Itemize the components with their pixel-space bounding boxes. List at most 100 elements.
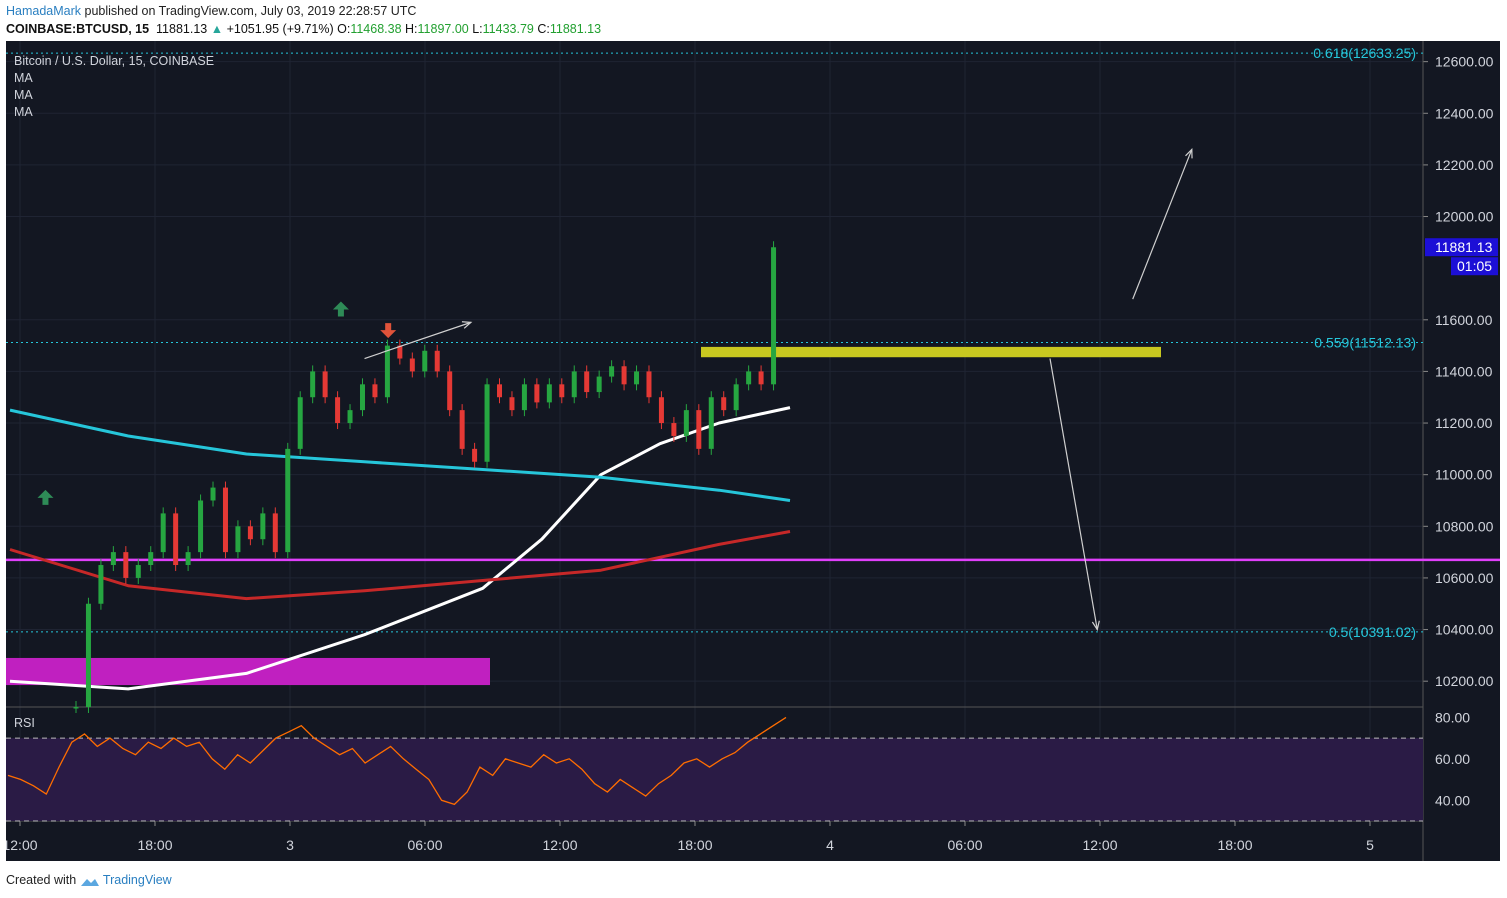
candle-body — [621, 366, 627, 385]
legend-title: Bitcoin / U.S. Dollar, 15, COINBASE — [14, 54, 214, 68]
candle-body — [434, 350, 440, 372]
signal-up-arrow-icon — [37, 489, 54, 505]
y-tick-label: 10200.00 — [1435, 673, 1494, 689]
candle-body — [472, 448, 478, 462]
candle-body — [73, 707, 79, 709]
candle-body — [260, 513, 266, 540]
candle-body — [85, 603, 91, 707]
open-value: 11468.38 — [350, 22, 402, 36]
x-tick-label: 4 — [826, 837, 834, 853]
candle-body — [771, 247, 777, 385]
candle-body — [160, 513, 166, 553]
candle-body — [509, 397, 515, 411]
y-tick-label: 10600.00 — [1435, 570, 1494, 586]
y-tick-label: 12400.00 — [1435, 105, 1494, 121]
fib-level-label: 0.5(10391.02) — [1329, 624, 1416, 640]
candle-body — [322, 371, 328, 398]
trend-arrow — [1049, 358, 1098, 630]
candle-body — [459, 410, 465, 449]
symbol-name: COINBASE:BTCUSD, 15 — [6, 22, 150, 36]
candle-body — [123, 552, 129, 578]
candle-body — [534, 384, 540, 403]
tradingview-link[interactable]: TradingView — [102, 873, 172, 887]
y-tick-label: 12000.00 — [1435, 209, 1494, 225]
candle-body — [758, 371, 764, 385]
rsi-y-tick-label: 40.00 — [1435, 792, 1470, 808]
candle-body — [210, 487, 216, 501]
candle-body — [110, 552, 116, 566]
last-price: 11881.13 — [156, 22, 208, 36]
low-value: 11433.79 — [482, 22, 534, 36]
candle-body — [546, 384, 552, 403]
tradingview-logo-icon — [80, 876, 100, 886]
x-tick-label: 06:00 — [407, 837, 442, 853]
candle-body — [683, 410, 689, 436]
candle-body — [671, 423, 677, 436]
y-tick-label: 10800.00 — [1435, 518, 1494, 534]
candle-body — [409, 358, 415, 372]
created-with-text: Created with — [6, 873, 77, 887]
candle-body — [347, 410, 353, 424]
candle-body — [584, 371, 590, 393]
y-tick-label: 11000.00 — [1435, 467, 1493, 483]
candle-body — [397, 345, 403, 359]
y-tick-label: 12600.00 — [1435, 54, 1494, 70]
candle-body — [198, 500, 204, 553]
current-price-label: 11881.13 — [1435, 239, 1493, 255]
publish-info: HamadaMark published on TradingView.com,… — [6, 4, 416, 18]
x-tick-label: 12:00 — [6, 837, 38, 853]
candle-body — [559, 384, 565, 398]
candle-body — [285, 448, 291, 553]
author-link[interactable]: HamadaMark — [6, 4, 82, 18]
candle-body — [247, 526, 253, 540]
candle-body — [484, 384, 490, 462]
y-tick-label: 11200.00 — [1435, 415, 1493, 431]
low-label: L: — [472, 22, 483, 36]
candle-body — [185, 552, 191, 566]
moving-average-line — [9, 530, 791, 601]
x-tick-label: 3 — [286, 837, 294, 853]
trend-arrow — [1132, 149, 1193, 300]
candle-body — [335, 397, 341, 424]
y-tick-label: 11600.00 — [1435, 312, 1493, 328]
x-tick-label: 12:00 — [542, 837, 577, 853]
arrow-head-icon — [461, 321, 473, 329]
x-tick-label: 12:00 — [1082, 837, 1117, 853]
rsi-y-tick-label: 60.00 — [1435, 751, 1470, 767]
candle-body — [359, 384, 365, 411]
signal-up-arrow-icon — [332, 301, 349, 317]
price-change: +1051.95 (+9.71%) — [226, 22, 334, 36]
candle-body — [609, 366, 615, 377]
legend-indicator: MA — [14, 71, 33, 85]
trend-arrow — [364, 321, 472, 360]
fib-level-label: 0.618(12633.25) — [1313, 45, 1416, 61]
price-chart[interactable]: 12600.00 12400.00 12200.00 12000.00 11600.00… — [6, 41, 1500, 861]
moving-average-line — [9, 408, 791, 502]
up-triangle-icon: ▲ — [210, 22, 224, 36]
countdown-label-bg — [1451, 257, 1498, 276]
rsi-y-tick-label: 80.00 — [1435, 709, 1470, 725]
rsi-band — [6, 738, 1423, 821]
rsi-line — [7, 716, 787, 806]
y-tick-label: 10400.00 — [1435, 622, 1494, 638]
x-tick-label: 18:00 — [677, 837, 712, 853]
plot-background — [6, 41, 1423, 821]
candle-body — [733, 384, 739, 411]
signal-down-arrow-icon — [380, 323, 397, 339]
x-tick-label: 06:00 — [947, 837, 982, 853]
candle-body — [447, 371, 453, 411]
candle-body — [222, 487, 228, 553]
publish-text: published on TradingView.com, July 03, 2… — [84, 4, 417, 18]
arrow-head-icon — [1185, 147, 1193, 159]
candle-body — [696, 410, 702, 449]
candle-body — [708, 397, 714, 449]
countdown-label: 01:05 — [1457, 258, 1492, 274]
legend-indicator: MA — [14, 88, 33, 102]
candle-body — [235, 526, 241, 553]
moving-average-line — [9, 406, 791, 691]
close-label: C: — [537, 22, 550, 36]
candle-body — [646, 371, 652, 398]
candle-body — [521, 384, 527, 411]
candle-body — [497, 384, 503, 398]
current-price-label-bg — [1425, 238, 1498, 257]
